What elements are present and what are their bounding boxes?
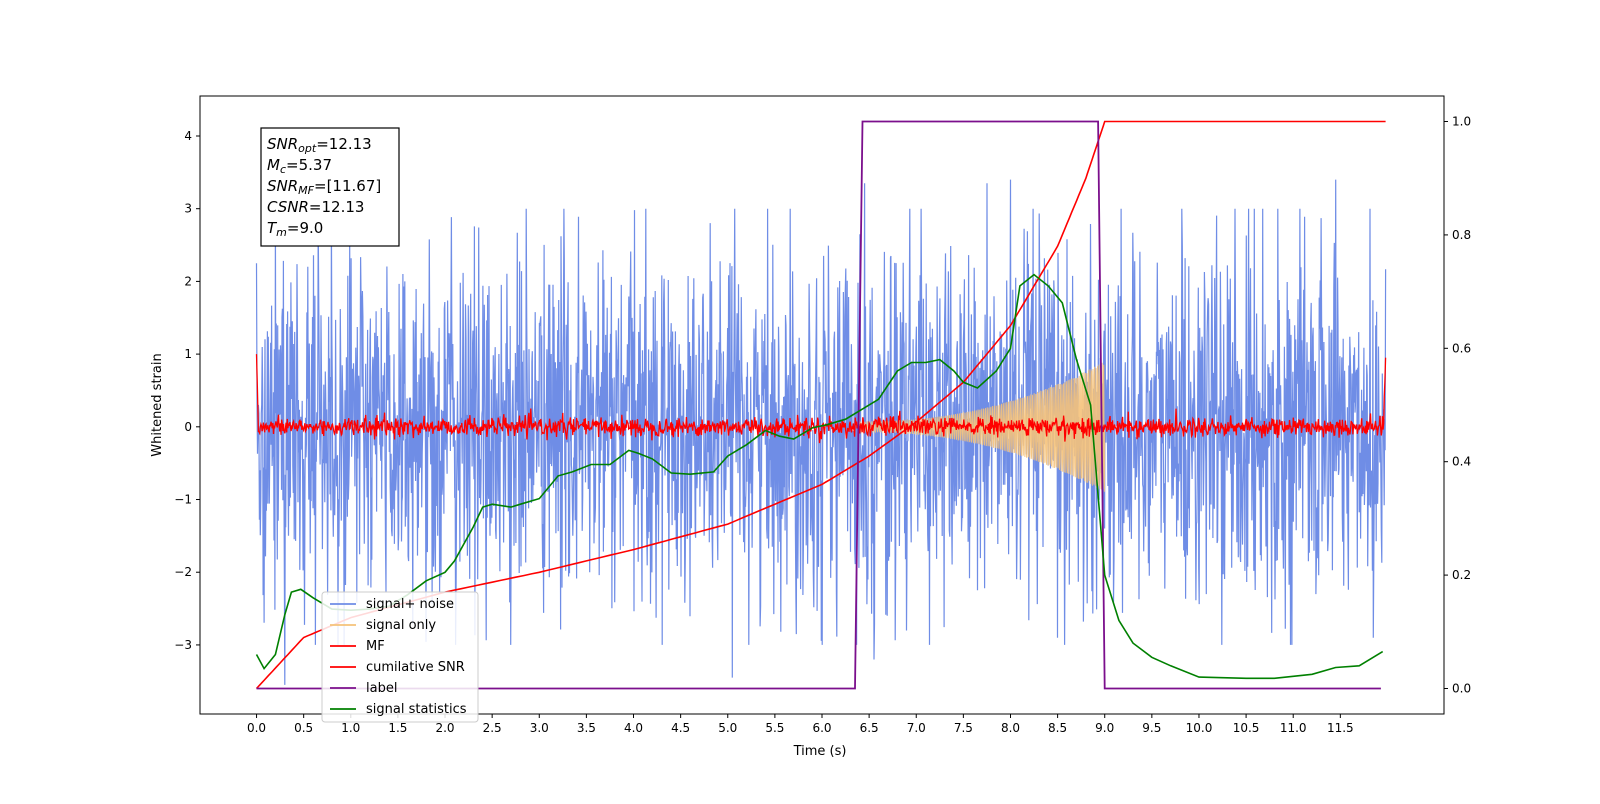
x-tick-label: 11.0: [1280, 721, 1307, 735]
x-tick-label: 6.5: [860, 721, 879, 735]
x-tick-label: 2.0: [435, 721, 454, 735]
annotation-frame: [260, 127, 400, 247]
x-axis-label: Time (s): [793, 744, 847, 759]
x-tick-label: 10.5: [1233, 721, 1260, 735]
annotation-line: CSNR=12.13: [267, 198, 364, 216]
x-tick-label: 1.5: [388, 721, 407, 735]
legend-label: cumilative SNR: [366, 660, 465, 675]
y2-tick-label: 0.4: [1452, 455, 1471, 469]
x-tick-label: 7.5: [954, 721, 973, 735]
x-tick-label: 10.0: [1186, 721, 1213, 735]
legend: signal+ noise signal only MF cumilative SNR…: [321, 591, 479, 723]
legend-label: signal only: [366, 618, 436, 633]
y2-tick-label: 0.0: [1452, 681, 1471, 695]
legend-frame: [321, 591, 479, 723]
series-label-line: [256, 120, 1381, 690]
y-axis-ticks: −3 −2 −1 0 1 2 3 4: [174, 129, 200, 652]
x-tick-label: 6.0: [812, 721, 831, 735]
y2-tick-label: 0.8: [1452, 228, 1471, 242]
y2-axis-ticks: 0.0 0.2 0.4 0.6 0.8 1.0: [1444, 115, 1471, 695]
annotation-line: SNRopt=12.13: [267, 135, 372, 155]
y2-tick-label: 1.0: [1452, 115, 1471, 129]
legend-label: signal statistics: [366, 702, 467, 717]
annotation-line: Mc=5.37: [267, 156, 332, 176]
x-tick-label: 3.0: [530, 721, 549, 735]
annotation-box: SNRopt=12.13Mc=5.37SNRMF=[11.67]CSNR=12.…: [260, 127, 400, 247]
y-tick-label: 2: [184, 274, 192, 288]
y-axis-label: Whitened strain: [150, 353, 165, 456]
y-tick-label: −3: [174, 638, 192, 652]
legend-label: signal+ noise: [366, 597, 454, 612]
y-tick-label: 0: [184, 420, 192, 434]
x-tick-label: 4.5: [671, 721, 690, 735]
x-tick-label: 9.0: [1095, 721, 1114, 735]
x-tick-label: 4.0: [624, 721, 643, 735]
annotation-line: SNRMF=[11.67]: [267, 177, 381, 197]
x-tick-label: 3.5: [577, 721, 596, 735]
y-tick-label: −1: [174, 493, 192, 507]
legend-label: MF: [366, 639, 385, 654]
series-signal-statistics-line: [255, 273, 1384, 680]
x-tick-label: 5.0: [718, 721, 737, 735]
x-tick-label: 5.5: [765, 721, 784, 735]
y-tick-label: −2: [174, 565, 192, 579]
x-axis-ticks: 0.0 0.5 1.0 1.5 2.0 2.5 3.0 3.5 4.0 4.5 5.0 5.5 6.0 6…: [247, 714, 1354, 735]
annotation-line: Tm=9.0: [267, 219, 323, 239]
x-tick-label: 8.0: [1001, 721, 1020, 735]
y2-tick-label: 0.2: [1452, 568, 1471, 582]
y2-tick-label: 0.6: [1452, 341, 1471, 355]
y-tick-label: 1: [184, 347, 192, 361]
series-signal-noise-line: [255, 179, 1387, 685]
legend-label: label: [366, 681, 397, 696]
x-tick-label: 2.5: [483, 721, 502, 735]
x-tick-label: 11.5: [1327, 721, 1354, 735]
x-tick-label: 8.5: [1048, 721, 1067, 735]
x-tick-label: 0.5: [294, 721, 313, 735]
series-mf-line: [255, 354, 1387, 444]
x-tick-label: 0.0: [247, 721, 266, 735]
y-tick-label: 3: [184, 202, 192, 216]
y-tick-label: 4: [184, 129, 192, 143]
x-tick-label: 1.0: [341, 721, 360, 735]
x-tick-label: 7.0: [907, 721, 926, 735]
x-tick-label: 9.5: [1142, 721, 1161, 735]
